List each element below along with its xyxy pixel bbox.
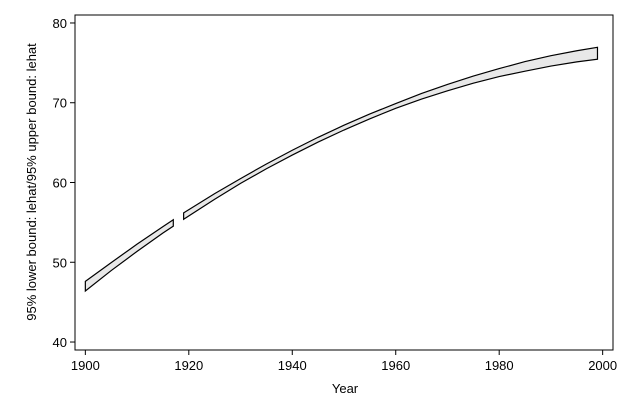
x-tick-label: 1940 [278,358,307,373]
x-tick-label: 1920 [174,358,203,373]
y-tick-label: 70 [53,96,67,111]
x-tick-label: 2000 [588,358,617,373]
y-tick-label: 40 [53,335,67,350]
y-tick-label: 60 [53,176,67,191]
y-axis-label: 95% lower bound: lehat/95% upper bound: … [24,43,39,321]
x-tick-label: 1960 [381,358,410,373]
x-axis-label: Year [332,381,359,396]
y-tick-label: 50 [53,255,67,270]
x-tick-label: 1980 [485,358,514,373]
y-tick-label: 80 [53,16,67,31]
confidence-band [84,218,174,293]
confidence-band [183,46,599,221]
x-tick-label: 1900 [71,358,100,373]
